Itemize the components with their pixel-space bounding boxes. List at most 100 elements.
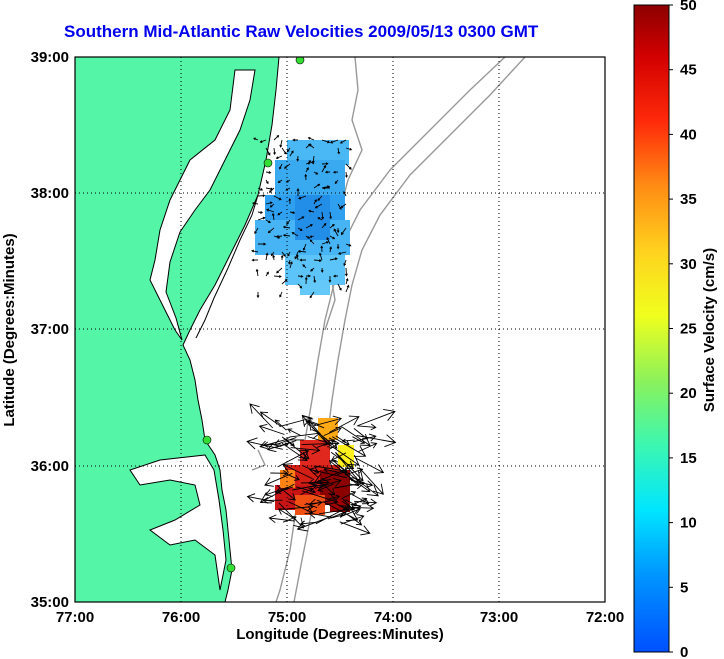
velocity-arrow	[251, 249, 259, 253]
x-tick-label: 72:00	[586, 609, 624, 626]
velocity-arrow	[246, 493, 275, 503]
x-tick-label: 77:00	[56, 609, 94, 626]
velocity-arrow	[268, 514, 295, 524]
velocity-arrow	[296, 188, 300, 196]
velocity-arrow	[288, 197, 292, 205]
velocity-arrow	[335, 435, 350, 446]
velocity-arrow	[304, 173, 308, 181]
velocity-arrow	[328, 275, 332, 283]
velocity-arrow	[308, 160, 315, 165]
y-tick-label: 39:00	[31, 49, 69, 66]
velocity-arrow	[341, 491, 357, 500]
velocity-vectors	[246, 134, 397, 536]
velocity-arrow	[272, 254, 276, 261]
velocity-arrow	[276, 267, 283, 274]
chart-title: Southern Mid-Atlantic Raw Velocities 200…	[64, 22, 539, 41]
velocity-arrow	[265, 208, 275, 213]
velocity-arrow	[281, 442, 308, 461]
velocity-arrow	[358, 442, 378, 452]
velocity-arrow	[287, 428, 301, 436]
velocity-arrow	[308, 465, 348, 479]
velocity-arrow	[308, 510, 334, 519]
velocity-arrow	[277, 508, 297, 521]
velocity-arrow	[302, 243, 307, 251]
velocity-arrow	[270, 470, 289, 477]
colorbar-gradient	[633, 4, 670, 653]
velocity-arrow	[336, 227, 340, 234]
colorbar-tick-label: 0	[680, 644, 688, 659]
velocity-arrow	[257, 187, 264, 191]
velocity-arrow	[295, 253, 299, 261]
velocity-arrow	[340, 203, 347, 209]
velocity-arrow	[271, 212, 275, 221]
velocity-arrow	[323, 426, 342, 437]
velocity-arrow	[329, 211, 333, 220]
velocity-arrow	[277, 211, 283, 216]
velocity-arrow	[314, 203, 323, 209]
velocity-arrow	[305, 161, 311, 165]
velocity-arrow	[269, 203, 275, 208]
velocity-arrow	[339, 521, 371, 536]
colorbar-tick-label: 40	[680, 126, 697, 143]
velocity-arrow	[297, 249, 307, 253]
velocity-arrow	[265, 147, 271, 156]
colorbar-tick-label: 45	[680, 62, 697, 79]
velocity-arrow	[310, 267, 315, 272]
velocity-arrow	[264, 472, 293, 487]
velocity-arrow	[292, 138, 298, 142]
x-axis: 77:00 76:00 75:00 74:00 73:00 72:00 Long…	[56, 609, 624, 643]
velocity-arrow	[258, 423, 285, 435]
velocity-arrow	[337, 147, 341, 155]
velocity-arrow	[354, 498, 378, 507]
x-axis-label: Longitude (Degrees:Minutes)	[236, 626, 444, 643]
velocity-arrow	[313, 415, 342, 427]
velocity-arrow	[345, 284, 350, 293]
velocity-arrow	[277, 179, 283, 183]
velocity-arrow	[284, 163, 291, 169]
velocity-arrow	[278, 502, 305, 529]
velocity-arrow	[281, 147, 287, 155]
velocity-arrow	[321, 139, 331, 144]
velocity-arrow	[282, 233, 291, 237]
velocity-arrow	[297, 283, 303, 289]
velocity-arrow	[330, 451, 355, 470]
velocity-arrow	[268, 187, 275, 193]
velocity-arrow	[257, 211, 264, 214]
velocity-arrow	[329, 235, 336, 240]
velocity-arrow	[309, 291, 315, 299]
velocity-arrow	[276, 484, 296, 501]
velocity-arrow	[342, 498, 354, 510]
colorbar: 0 5 10 15 20 25 30 35 40 45 50 Surface Velocity (c…	[633, 0, 718, 659]
velocity-arrow	[289, 261, 293, 269]
velocity-arrow	[299, 520, 318, 527]
velocity-arrow	[321, 211, 325, 220]
velocity-arrow	[273, 195, 282, 201]
velocity-arrow	[265, 201, 273, 205]
y-tick-label: 36:00	[31, 458, 69, 475]
velocity-arrow	[257, 242, 267, 246]
colorbar-tick-label: 35	[680, 191, 697, 208]
velocity-arrow	[339, 139, 347, 144]
velocity-arrow	[308, 144, 315, 149]
velocity-arrow	[332, 170, 339, 174]
velocity-arrow	[277, 449, 310, 468]
velocity-arrow	[257, 216, 266, 221]
velocity-arrow	[251, 201, 259, 205]
velocity-arrow	[334, 179, 339, 184]
velocity-arrow	[270, 251, 275, 257]
hf-radar-stations	[202, 57, 305, 573]
velocity-arrow	[287, 147, 291, 153]
velocity-arrow	[253, 137, 259, 141]
velocity-arrow	[358, 467, 384, 495]
velocity-arrow	[308, 498, 337, 509]
velocity-arrow	[329, 415, 360, 433]
velocity-arrow	[320, 245, 324, 253]
velocity-arrow	[265, 271, 269, 277]
velocity-arrow	[256, 292, 260, 299]
velocity-arrow	[265, 219, 271, 223]
x-tick-label: 75:00	[268, 609, 306, 626]
velocity-arrow	[282, 225, 291, 229]
velocity-arrow	[249, 403, 274, 429]
velocity-arrow	[305, 235, 311, 239]
